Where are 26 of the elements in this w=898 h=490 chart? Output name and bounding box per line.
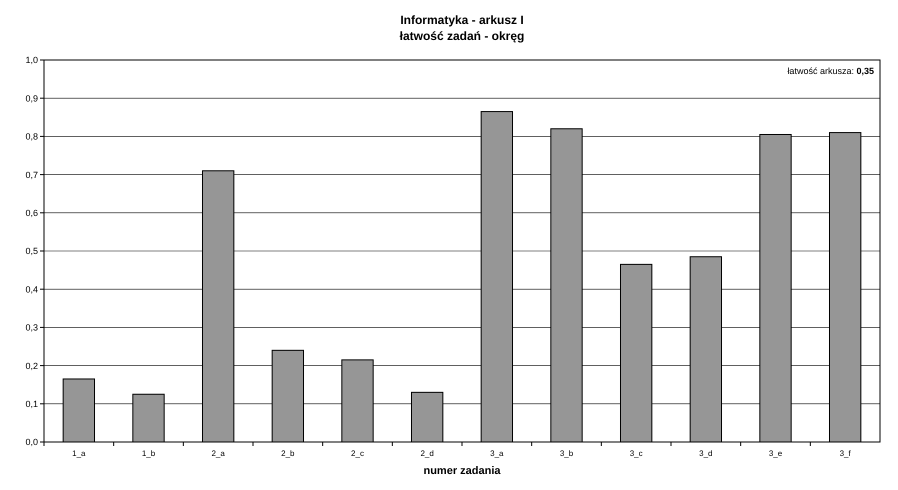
x-tick-label: 3_e	[768, 449, 783, 458]
y-tick-label: 0,5	[25, 246, 38, 256]
x-tick-label: 1_b	[142, 449, 156, 458]
x-axis-title: numer zadania	[423, 465, 502, 477]
y-tick-label: 1,0	[25, 55, 38, 66]
x-tick-label: 2_c	[351, 449, 364, 458]
annotation: łatwość arkusza: 0,35	[787, 66, 874, 76]
x-tick-label: 1_a	[72, 449, 86, 458]
y-tick-label: 0,9	[25, 93, 38, 104]
x-tick-label: 3_c	[630, 449, 643, 458]
y-tick-label: 0,6	[25, 208, 38, 218]
y-tick-label: 0,1	[25, 398, 38, 409]
x-tick-label: 2_b	[281, 449, 296, 458]
y-tick-label: 0,8	[25, 132, 38, 142]
y-tick-label: 0,2	[25, 360, 38, 371]
y-tick-label: 0,3	[25, 322, 38, 333]
x-tick-label: 2_d	[420, 449, 434, 458]
x-tick-label: 2_a	[211, 449, 226, 458]
y-tick-label: 0,7	[25, 170, 38, 180]
x-tick-label: 3_f	[840, 449, 852, 458]
y-tick-label: 0,4	[25, 284, 38, 294]
chart-title: Informatyka - arkusz I łatwość zadań - okręg	[400, 13, 524, 43]
x-tick-label: 3_b	[560, 449, 574, 458]
x-tick-label: 3_a	[490, 449, 504, 458]
x-tick-label: 3_d	[699, 449, 713, 458]
y-tick-label: 0,0	[25, 437, 38, 448]
